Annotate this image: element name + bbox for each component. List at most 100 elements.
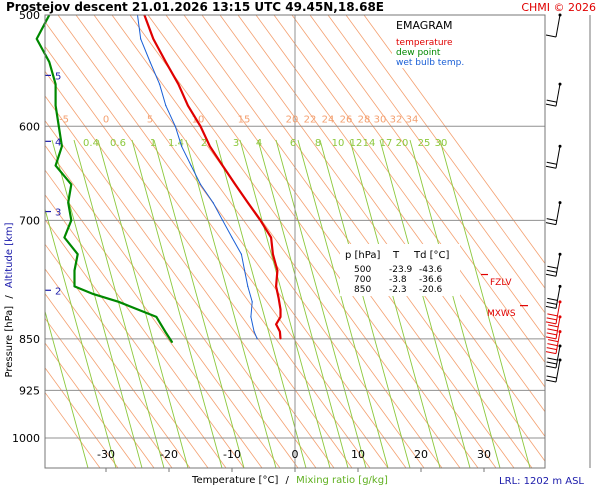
wind-barb-shaft — [555, 301, 561, 324]
mixing-label: 1 — [150, 138, 156, 149]
point-dew_point — [73, 269, 76, 272]
temp-tick-20: 20 — [414, 448, 428, 461]
temperature-ticks: -30 -20 -10 0 10 20 30 — [97, 448, 491, 472]
isotherm-line — [45, 292, 173, 468]
wind-barb-feather — [546, 317, 557, 321]
table-cell-td: -36.6 — [419, 275, 443, 285]
table-cell-p: 700 — [354, 275, 371, 285]
mixing-ratio-line — [439, 139, 531, 468]
mixing-label: 4 — [256, 138, 262, 149]
point-wet_bulb — [165, 104, 167, 107]
svg-text:Pressure [hPa] /: Pressure [hPa] / Altitude [km] — [4, 222, 15, 377]
point-wet_bulb — [174, 125, 176, 127]
point-temperature — [279, 316, 282, 318]
mixing-ratio-line — [131, 139, 223, 468]
xlabel-sep: / — [286, 475, 290, 486]
mixing-ratio-line — [215, 139, 307, 468]
legend-title: EMAGRAM — [396, 19, 453, 32]
isotherm-line — [45, 218, 227, 468]
point-wet_bulb — [247, 285, 249, 287]
point-temperature — [152, 38, 154, 40]
temp-tick-10: 10 — [351, 448, 365, 461]
isotherm-line — [345, 15, 545, 289]
temp-tick--30: -30 — [97, 448, 115, 461]
legend-dew-point: dew point — [396, 48, 441, 58]
point-dew_point — [58, 125, 60, 127]
mixing-label: 1.4 — [168, 138, 184, 149]
mixing-label: 2 — [201, 138, 207, 149]
point-wet_bulb — [181, 145, 183, 147]
point-dew_point — [92, 293, 94, 295]
level-markers — [481, 273, 528, 307]
wind-barb-feather — [546, 375, 557, 379]
altitude-tick-5: 5 — [55, 71, 61, 82]
point-wet_bulb — [253, 330, 255, 333]
point-temperature — [270, 236, 272, 239]
mixing-ratio-line — [379, 139, 471, 468]
series-temperature — [143, 14, 282, 339]
point-temperature — [259, 219, 261, 221]
mixing-ratio-line — [409, 139, 501, 468]
isotherm-line — [273, 15, 545, 388]
series-wet_bulb — [137, 14, 258, 339]
table-cell-td: -20.6 — [419, 285, 443, 295]
wind-barb-shaft — [555, 286, 561, 309]
wind-barb-feather — [545, 222, 557, 226]
point-temperature — [209, 145, 211, 147]
temp-tick-30: 30 — [477, 448, 491, 461]
profile-series — [35, 14, 282, 344]
wind-barb-feather — [547, 343, 558, 347]
point-wet_bulb — [190, 165, 192, 167]
wind-barb-shaft — [555, 84, 561, 107]
pressure-ticks: 500 600 700 850 925 1000 — [12, 9, 40, 445]
point-dew_point — [55, 104, 57, 107]
ylabel-sep: / — [4, 295, 15, 299]
mixing-label: 14 — [363, 138, 376, 149]
point-wet_bulb — [221, 219, 224, 221]
mixing-ratio-line — [185, 139, 277, 468]
point-temperature — [187, 104, 189, 107]
isotherm-label: 26 — [340, 114, 353, 125]
mixing-label: 6 — [290, 138, 296, 149]
wind-barb-shaft — [555, 316, 561, 339]
wind-barb-shaft — [555, 345, 561, 369]
table-cell-p: 850 — [354, 285, 371, 295]
wind-barb-feather — [545, 273, 557, 277]
wind-barb-feather — [546, 99, 557, 103]
isotherm-line — [183, 15, 515, 468]
isotherm-line — [93, 15, 425, 468]
point-temperature — [276, 269, 278, 272]
wind-barb-feather — [546, 347, 557, 351]
mixing-ratio-line — [349, 139, 441, 468]
point-wet_bulb — [251, 301, 253, 303]
point-dew_point — [171, 341, 173, 344]
x-axis-title: Temperature [°C] / Mixing ratio [g/kg] — [191, 475, 388, 486]
mixing-ratio-line — [153, 139, 245, 468]
isotherm-label: 22 — [304, 114, 317, 125]
mixing-ratio-line — [45, 309, 89, 468]
wind-barb-shaft — [555, 14, 561, 38]
isotherm-line — [57, 15, 389, 468]
isotherm-line — [147, 15, 479, 468]
mixing-ratio-line — [319, 139, 411, 468]
point-wet_bulb — [231, 236, 233, 239]
legend-temperature: temperature — [396, 38, 453, 48]
isotherm-label: 28 — [358, 114, 371, 125]
point-temperature — [278, 297, 280, 299]
point-dew_point — [70, 183, 72, 186]
isotherm-line — [75, 15, 407, 468]
temp-tick-0: 0 — [292, 448, 299, 461]
point-dew_point — [77, 253, 79, 255]
isotherm-line — [201, 15, 533, 468]
point-wet_bulb — [256, 338, 258, 340]
mixing-ratio-line — [275, 139, 367, 468]
point-wet_bulb — [212, 202, 214, 204]
ylabel-altitude: Altitude [km] — [4, 222, 15, 288]
isotherm-line — [45, 120, 299, 468]
wind-barb-shaft — [555, 202, 561, 225]
point-temperature — [279, 330, 281, 333]
point-temperature — [199, 125, 202, 127]
wind-barbs — [545, 13, 562, 383]
isotherm-line — [45, 268, 191, 468]
plot-frame — [44, 14, 546, 469]
